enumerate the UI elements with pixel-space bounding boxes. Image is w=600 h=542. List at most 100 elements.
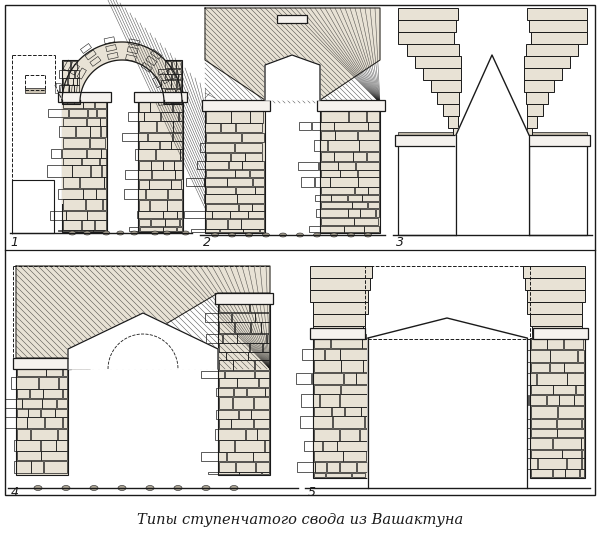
Bar <box>45 417 62 428</box>
Polygon shape <box>368 318 527 488</box>
Polygon shape <box>62 42 182 102</box>
Bar <box>125 55 136 61</box>
Bar <box>176 97 181 102</box>
Bar <box>250 343 262 352</box>
Bar <box>206 170 235 177</box>
Bar <box>157 121 173 132</box>
Bar <box>265 440 269 451</box>
Bar <box>530 314 582 326</box>
Bar <box>437 92 459 104</box>
Bar <box>550 350 577 362</box>
Ellipse shape <box>83 231 91 235</box>
Bar <box>85 50 96 60</box>
Bar <box>139 200 149 211</box>
Bar <box>91 126 100 137</box>
Bar <box>362 339 367 348</box>
Bar <box>527 8 587 20</box>
Bar <box>521 459 537 469</box>
Bar <box>359 140 379 151</box>
Bar <box>226 352 248 359</box>
Bar <box>63 389 67 398</box>
Bar <box>327 462 340 473</box>
Bar <box>43 389 62 398</box>
Bar <box>236 462 255 472</box>
Polygon shape <box>205 8 380 100</box>
Bar <box>204 178 227 186</box>
Bar <box>208 473 239 474</box>
Bar <box>527 116 537 128</box>
Bar <box>532 334 588 339</box>
Bar <box>550 363 563 372</box>
Bar <box>232 313 255 321</box>
Bar <box>176 61 181 68</box>
Ellipse shape <box>212 233 218 237</box>
Bar <box>398 32 454 44</box>
Bar <box>522 438 553 449</box>
Bar <box>14 440 40 451</box>
Bar <box>248 352 269 359</box>
Bar <box>344 407 361 416</box>
Bar <box>77 78 79 85</box>
Bar <box>96 189 106 198</box>
Bar <box>262 322 269 333</box>
Bar <box>201 371 224 378</box>
Bar <box>328 140 359 151</box>
Bar <box>91 165 101 177</box>
Bar <box>253 178 264 186</box>
Ellipse shape <box>230 486 238 491</box>
Bar <box>152 76 162 88</box>
Bar <box>220 304 250 312</box>
Bar <box>547 395 559 405</box>
Bar <box>139 219 150 226</box>
Bar <box>314 429 340 441</box>
Ellipse shape <box>182 231 189 235</box>
Bar <box>180 219 182 226</box>
Bar <box>100 118 106 126</box>
Bar <box>11 377 38 389</box>
Bar <box>67 100 74 102</box>
Bar <box>368 122 379 130</box>
Bar <box>64 220 82 230</box>
Bar <box>349 111 366 121</box>
Bar <box>167 69 176 74</box>
Bar <box>247 388 265 396</box>
Bar <box>175 170 182 179</box>
Bar <box>46 369 62 377</box>
Bar <box>537 372 567 385</box>
Bar <box>103 199 106 210</box>
Bar <box>316 209 347 217</box>
Bar <box>73 165 90 177</box>
Bar <box>77 68 86 79</box>
Bar <box>448 116 458 128</box>
Bar <box>88 211 106 220</box>
Ellipse shape <box>331 233 337 237</box>
Bar <box>191 229 220 231</box>
Bar <box>124 189 145 199</box>
Bar <box>319 162 338 170</box>
Bar <box>310 278 370 290</box>
Bar <box>163 160 173 170</box>
Bar <box>250 304 269 312</box>
Bar <box>205 123 220 132</box>
Bar <box>74 70 79 78</box>
Bar <box>104 37 115 44</box>
Text: 2: 2 <box>203 236 211 249</box>
Bar <box>146 189 167 199</box>
Bar <box>87 118 100 126</box>
Bar <box>300 416 332 428</box>
Bar <box>71 92 78 100</box>
Bar <box>5 399 22 409</box>
Bar <box>582 419 584 428</box>
Bar <box>323 441 337 450</box>
Bar <box>25 88 45 93</box>
Bar <box>431 80 461 92</box>
Bar <box>69 70 74 78</box>
Bar <box>138 100 183 232</box>
Bar <box>236 123 262 132</box>
Bar <box>245 429 257 440</box>
Bar <box>356 462 367 473</box>
Bar <box>139 101 149 112</box>
Bar <box>259 378 269 387</box>
Bar <box>368 188 379 194</box>
Bar <box>233 388 246 396</box>
